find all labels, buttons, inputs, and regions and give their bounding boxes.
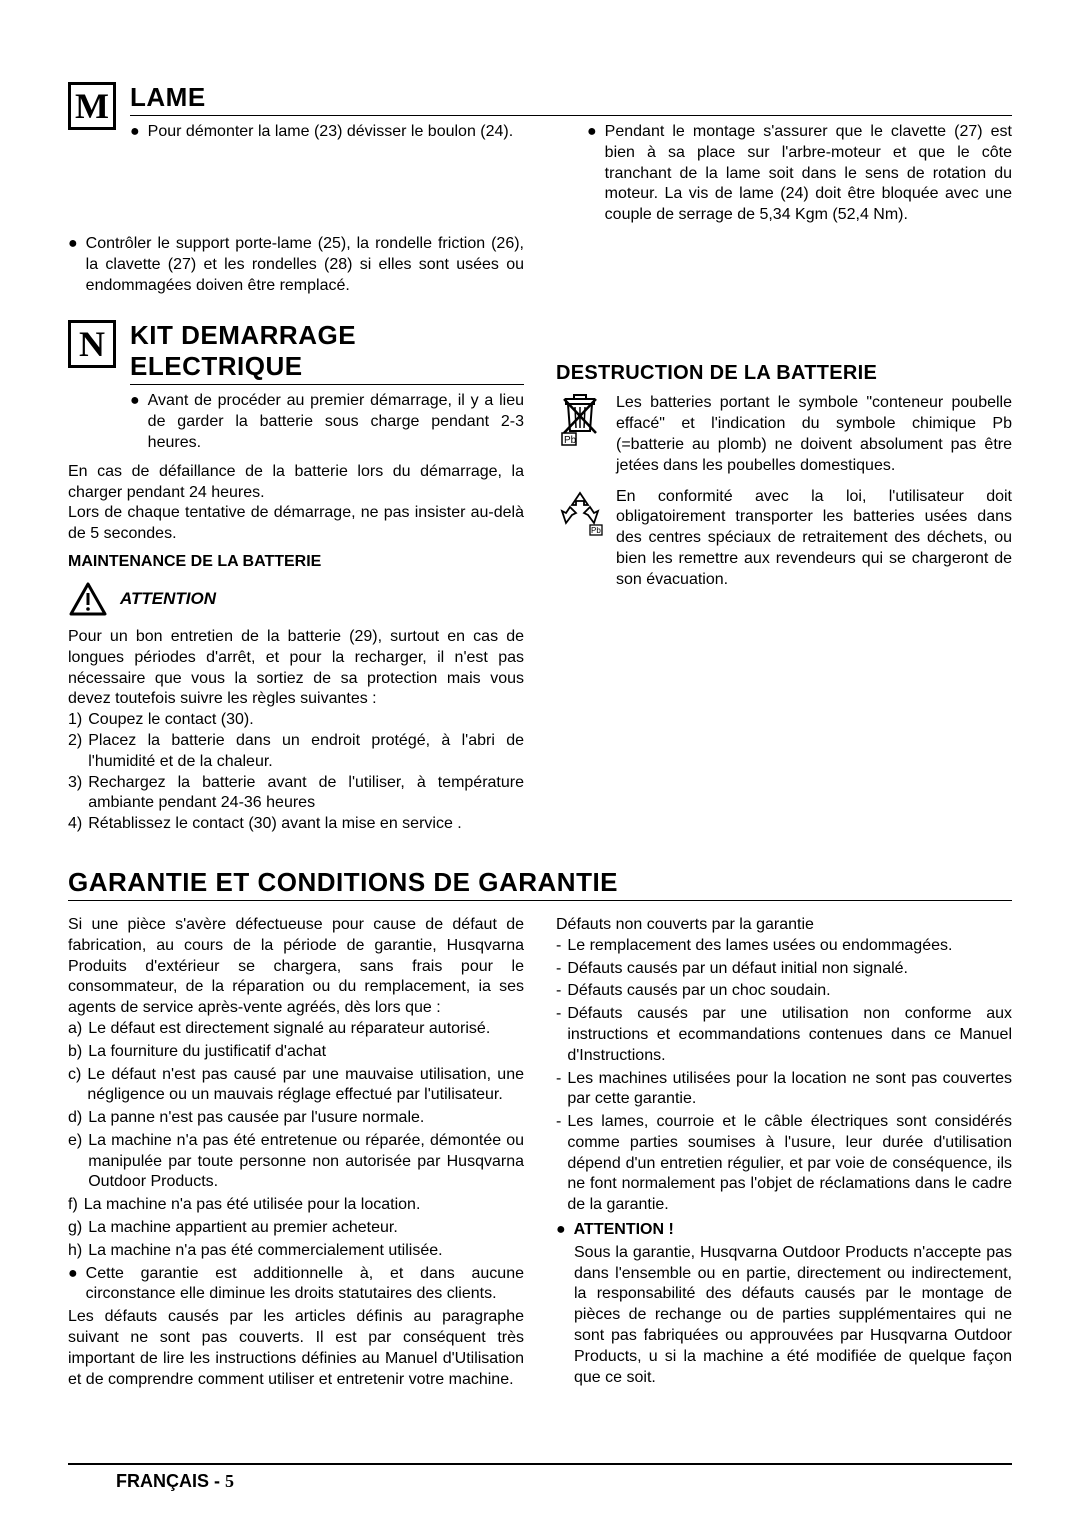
let: c) [68, 1065, 81, 1107]
gar-extra: Cette garantie est additionnelle à, et d… [86, 1264, 524, 1306]
letter-box-m: M [68, 82, 116, 130]
svg-text:Pb: Pb [591, 526, 601, 535]
bullet-dot: ● [68, 1264, 78, 1306]
let-text: La panne n'est pas causée par l'usure no… [88, 1108, 524, 1129]
lame-b3: Pendant le montage s'assurer que le clav… [605, 122, 1012, 226]
let-text: La machine n'a pas été entretenue ou rép… [88, 1131, 524, 1193]
let-text: Le défaut est directement signalé au rép… [88, 1019, 524, 1040]
let-text: La machine n'a pas été utilisée pour la … [84, 1195, 524, 1216]
recycle-icon: Pb [556, 487, 604, 539]
maint-p: Pour un bon entretien de la batterie (29… [68, 627, 524, 710]
footer-page: 5 [225, 1471, 234, 1491]
maint-title: MAINTENANCE DE LA BATTERIE [68, 553, 524, 571]
let: h) [68, 1241, 82, 1262]
warning-icon [68, 581, 108, 617]
let-text: La machine appartient au premier acheteu… [88, 1218, 524, 1239]
footer-lang: FRANÇAIS - [116, 1471, 220, 1491]
attention-label: ATTENTION [120, 589, 216, 609]
kit-p3: Lors de chaque tentative de démarrage, n… [68, 503, 524, 545]
section-garantie: GARANTIE ET CONDITIONS DE GARANTIE Si un… [68, 867, 1012, 1391]
bullet-dot: ● [556, 1220, 566, 1241]
attention2: ATTENTION ! [574, 1220, 1012, 1241]
dash: - [556, 981, 561, 1002]
let: b) [68, 1042, 82, 1063]
bullet-dot: ● [130, 122, 140, 143]
num-text: Rechargez la batterie avant de l'utilise… [88, 773, 524, 815]
num: 1) [68, 710, 82, 731]
let: g) [68, 1218, 82, 1239]
lame-b2: Contrôler le support porte-lame (25), la… [86, 234, 524, 296]
let: f) [68, 1195, 78, 1216]
dash-text: Les machines utilisées pour la location … [567, 1069, 1012, 1111]
dest-p1: Les batteries portant le symbole "conten… [616, 393, 1012, 476]
gar-after: Les défauts causés par les articles défi… [68, 1307, 524, 1390]
let-text: Le défaut n'est pas causé par une mauvai… [87, 1065, 524, 1107]
dash: - [556, 1112, 561, 1216]
title-lame: LAME [130, 82, 1012, 116]
title-destruction: DESTRUCTION DE LA BATTERIE [556, 362, 1012, 385]
num-text: Rétablissez le contact (30) avant la mis… [88, 814, 524, 835]
letter-box-n: N [68, 320, 116, 368]
attention2-p: Sous la garantie, Husqvarna Outdoor Prod… [574, 1243, 1012, 1389]
title-garantie: GARANTIE ET CONDITIONS DE GARANTIE [68, 867, 1012, 901]
dash: - [556, 936, 561, 957]
let-text: La machine n'a pas été commercialement u… [88, 1241, 524, 1262]
let: e) [68, 1131, 82, 1193]
gar-intro: Si une pièce s'avère défectueuse pour ca… [68, 915, 524, 1019]
let: d) [68, 1108, 82, 1129]
dash: - [556, 959, 561, 980]
kit-p2: En cas de défaillance de la batterie lor… [68, 462, 524, 504]
num: 4) [68, 814, 82, 835]
dest-p2: En conformité avec la loi, l'utilisateur… [616, 487, 1012, 591]
let: a) [68, 1019, 82, 1040]
no-bin-icon: Pb [556, 393, 604, 449]
page-footer: FRANÇAIS - 5 [68, 1463, 1012, 1492]
dash: - [556, 1069, 561, 1111]
section-kit-dest: N KIT DEMARRAGE ELECTRIQUE ●Avant de pro… [68, 320, 1012, 835]
title-kit: KIT DEMARRAGE ELECTRIQUE [130, 320, 524, 385]
dash-text: Défauts causés par un défaut initial non… [567, 959, 1012, 980]
num-text: Placez la batterie dans un endroit proté… [88, 731, 524, 773]
dash-text: Les lames, courroie et le câble électriq… [567, 1112, 1012, 1216]
num-text: Coupez le contact (30). [88, 710, 524, 731]
kit-p1: Avant de procéder au premier démarrage, … [148, 391, 524, 453]
dash: - [556, 1004, 561, 1066]
lame-b1: Pour démonter la lame (23) dévisser le b… [148, 122, 555, 143]
let-text: La fourniture du justificatif d'achat [88, 1042, 524, 1063]
num: 2) [68, 731, 82, 773]
bullet-dot: ● [68, 234, 78, 296]
section-lame: M LAME ● Pour démonter la lame (23) dévis… [68, 82, 1012, 298]
dash-text: Le remplacement des lames usées ou endom… [567, 936, 1012, 957]
dash-text: Défauts causés par une utilisation non c… [567, 1004, 1012, 1066]
dash-text: Défauts causés par un choc soudain. [567, 981, 1012, 1002]
bullet-dot: ● [130, 391, 140, 453]
nc-title: Défauts non couverts par la garantie [556, 915, 1012, 936]
num: 3) [68, 773, 82, 815]
pb-label: Pb [564, 435, 577, 446]
bullet-dot: ● [587, 122, 597, 226]
